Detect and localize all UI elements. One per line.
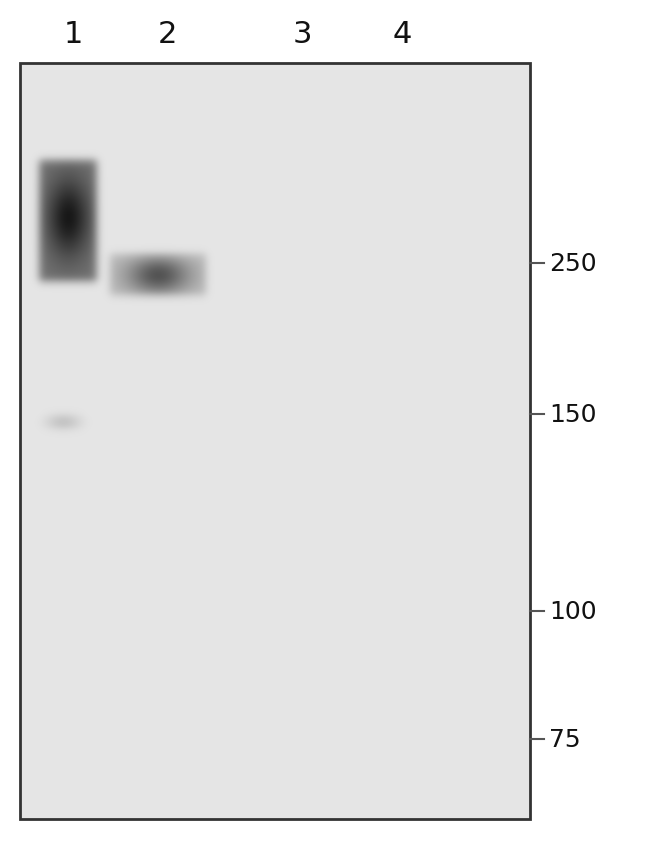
Text: 250: 250 bbox=[549, 252, 597, 276]
Text: 4: 4 bbox=[393, 20, 412, 49]
Text: 2: 2 bbox=[158, 20, 177, 49]
Bar bbox=[20, 64, 530, 819]
Text: 75: 75 bbox=[549, 728, 581, 751]
Text: 1: 1 bbox=[64, 20, 83, 49]
Text: 100: 100 bbox=[549, 600, 597, 624]
Text: 3: 3 bbox=[293, 20, 313, 49]
Text: 150: 150 bbox=[549, 403, 597, 427]
